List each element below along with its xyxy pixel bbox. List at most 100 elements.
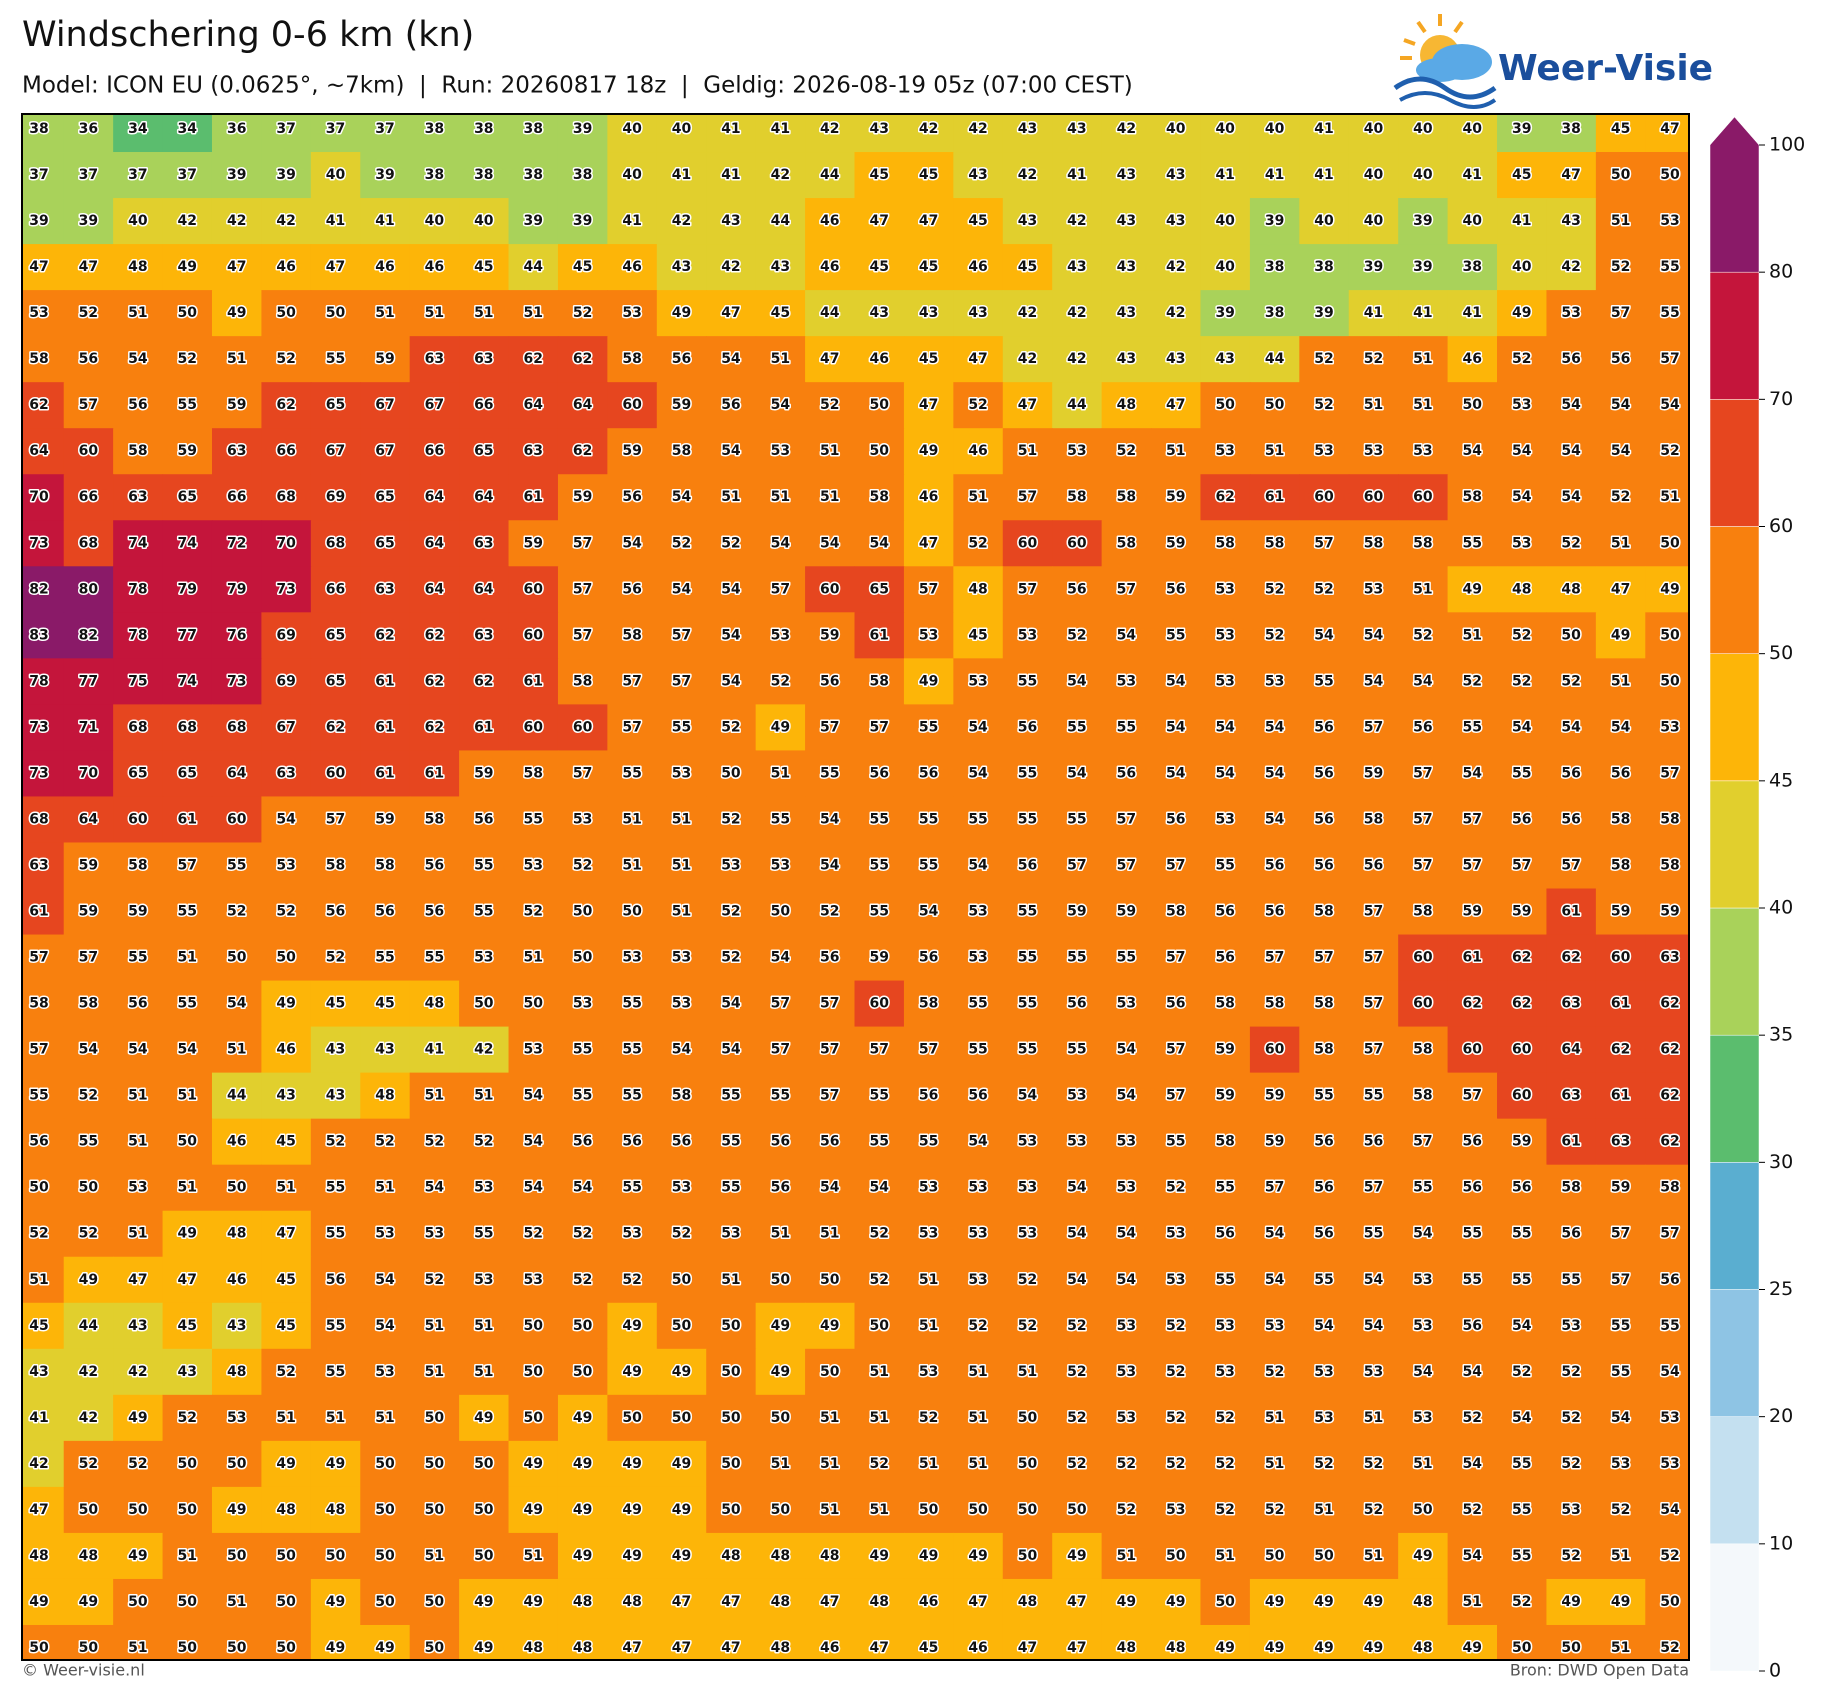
field-value: 55 bbox=[326, 1318, 345, 1334]
field-value: 47 bbox=[622, 1640, 641, 1656]
field-cell bbox=[1645, 750, 1689, 798]
field-cell bbox=[310, 888, 361, 936]
field-cell bbox=[1447, 198, 1498, 245]
field-value: 58 bbox=[869, 489, 888, 505]
field-cell bbox=[1151, 888, 1202, 936]
field-cell bbox=[1497, 796, 1548, 844]
field-cell bbox=[1348, 198, 1399, 245]
field-cell bbox=[656, 336, 707, 383]
field-cell bbox=[459, 290, 510, 337]
field-value: 56 bbox=[1660, 1272, 1679, 1288]
field-value: 56 bbox=[869, 765, 888, 781]
field-value: 56 bbox=[1364, 1134, 1383, 1150]
field-cell bbox=[953, 382, 1004, 429]
colorbar-segment bbox=[1709, 1034, 1760, 1163]
field-value: 49 bbox=[326, 1456, 345, 1472]
field-cell bbox=[1546, 704, 1597, 752]
field-cell bbox=[162, 520, 213, 567]
field-cell bbox=[1348, 888, 1399, 936]
field-cell bbox=[1645, 842, 1689, 890]
field-value: 54 bbox=[1166, 673, 1186, 689]
field-value: 58 bbox=[1314, 904, 1333, 920]
field-value: 43 bbox=[721, 213, 740, 229]
field-cell bbox=[22, 198, 65, 245]
field-cell bbox=[656, 474, 707, 521]
field-value: 46 bbox=[622, 259, 641, 275]
field-value: 62 bbox=[425, 627, 444, 643]
field-cell bbox=[1348, 750, 1399, 798]
field-value: 54 bbox=[771, 397, 791, 413]
field-value: 53 bbox=[1215, 1364, 1234, 1380]
field-value: 51 bbox=[524, 1548, 543, 1564]
field-value: 58 bbox=[1067, 489, 1086, 505]
field-value: 64 bbox=[1561, 1042, 1581, 1058]
field-cell bbox=[1052, 520, 1103, 567]
field-value: 50 bbox=[425, 1410, 445, 1426]
field-cell bbox=[1002, 428, 1053, 475]
field-cell bbox=[459, 428, 510, 475]
field-cell bbox=[1398, 842, 1449, 890]
field-value: 55 bbox=[1463, 1272, 1482, 1288]
field-cell bbox=[22, 336, 65, 383]
field-value: 53 bbox=[1018, 1134, 1037, 1150]
field-value: 55 bbox=[1067, 1042, 1086, 1058]
field-value: 51 bbox=[672, 811, 691, 827]
field-cell bbox=[1546, 336, 1597, 383]
field-value: 57 bbox=[1166, 1042, 1185, 1058]
field-cell bbox=[656, 114, 707, 153]
field-value: 46 bbox=[820, 213, 839, 229]
field-value: 60 bbox=[1067, 535, 1087, 551]
field-value: 52 bbox=[1166, 1410, 1185, 1426]
field-cell bbox=[310, 934, 361, 982]
field-value: 52 bbox=[1265, 627, 1284, 643]
field-value: 66 bbox=[276, 443, 295, 459]
field-value: 45 bbox=[919, 259, 938, 275]
field-cell bbox=[557, 520, 608, 567]
field-value: 44 bbox=[79, 1318, 99, 1334]
field-value: 66 bbox=[79, 489, 98, 505]
field-value: 51 bbox=[869, 1502, 888, 1518]
field-value: 42 bbox=[79, 1410, 98, 1426]
logo-text: Weer-Visie bbox=[1498, 48, 1713, 89]
field-cell bbox=[1101, 152, 1152, 199]
field-value: 50 bbox=[474, 996, 494, 1012]
field-cell bbox=[1052, 566, 1103, 613]
field-value: 55 bbox=[869, 811, 888, 827]
field-cell bbox=[706, 750, 757, 798]
field-value: 41 bbox=[1215, 167, 1234, 183]
field-value: 51 bbox=[1611, 1548, 1630, 1564]
field-value: 63 bbox=[276, 765, 295, 781]
field-value: 54 bbox=[1314, 1318, 1334, 1334]
field-cell bbox=[656, 566, 707, 613]
field-value: 42 bbox=[178, 213, 197, 229]
field-value: 52 bbox=[1067, 1364, 1086, 1380]
field-value: 51 bbox=[1265, 443, 1284, 459]
field-value: 54 bbox=[524, 1088, 544, 1104]
field-value: 55 bbox=[1018, 950, 1037, 966]
field-cell bbox=[1151, 428, 1202, 475]
field-value: 41 bbox=[771, 121, 790, 137]
field-cell bbox=[607, 336, 658, 383]
field-cell bbox=[1052, 290, 1103, 337]
field-value: 57 bbox=[771, 996, 790, 1012]
field-value: 55 bbox=[1018, 673, 1037, 689]
field-cell bbox=[1101, 290, 1152, 337]
colorbar-tick-label: 30 bbox=[1769, 1151, 1793, 1173]
field-cell bbox=[557, 842, 608, 890]
field-cell bbox=[1398, 566, 1449, 613]
field-value: 53 bbox=[622, 305, 641, 321]
field-cell bbox=[1200, 520, 1251, 567]
field-value: 55 bbox=[1512, 1548, 1531, 1564]
field-value: 49 bbox=[820, 1318, 839, 1334]
field-value: 46 bbox=[968, 1640, 987, 1656]
field-value: 50 bbox=[721, 765, 741, 781]
field-value: 51 bbox=[227, 1594, 246, 1610]
field-cell bbox=[1595, 244, 1646, 291]
field-value: 42 bbox=[1067, 351, 1086, 367]
field-value: 51 bbox=[1265, 1410, 1284, 1426]
field-cell bbox=[459, 934, 510, 982]
field-value: 46 bbox=[919, 489, 938, 505]
field-value: 54 bbox=[1067, 673, 1087, 689]
field-cell bbox=[310, 704, 361, 752]
field-value: 53 bbox=[1364, 1364, 1383, 1380]
